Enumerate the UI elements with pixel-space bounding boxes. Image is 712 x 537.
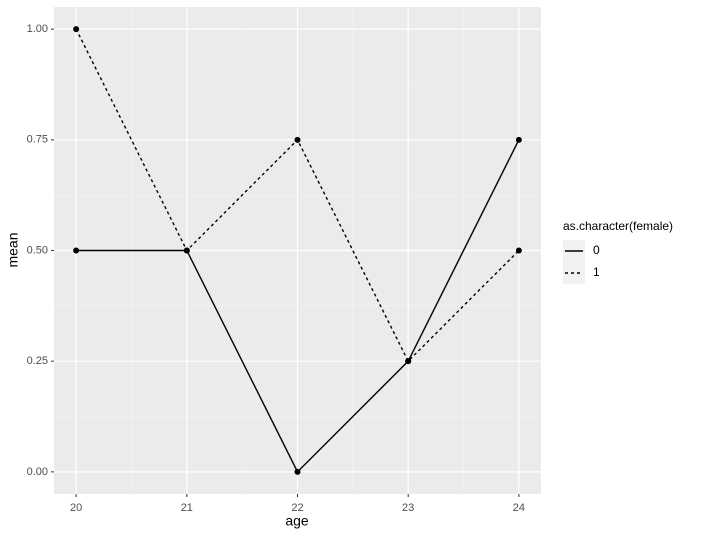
y-tick-label: 1.00 — [27, 23, 48, 35]
plot-area — [73, 26, 522, 475]
legend-title: as.character(female) — [563, 219, 673, 233]
x-axis-title: age — [285, 513, 309, 529]
point — [294, 468, 301, 475]
point — [405, 358, 412, 365]
point — [294, 136, 301, 143]
y-tick-label: 0.25 — [27, 355, 48, 367]
point — [183, 247, 190, 254]
x-tick-label: 22 — [291, 502, 303, 514]
x-tick-label: 21 — [181, 502, 193, 514]
legend-label: 0 — [593, 243, 600, 257]
point — [73, 26, 80, 33]
legend-label: 1 — [593, 265, 600, 279]
y-tick-label: 0.75 — [27, 134, 48, 146]
x-tick-label: 20 — [70, 502, 82, 514]
point — [515, 136, 522, 143]
y-tick-label: 0.00 — [27, 466, 48, 478]
point — [73, 247, 80, 254]
y-axis-title: mean — [5, 232, 21, 267]
x-tick-label: 23 — [402, 502, 414, 514]
x-tick-label: 24 — [513, 502, 525, 514]
y-tick-label: 0.50 — [27, 244, 48, 256]
point — [515, 247, 522, 254]
